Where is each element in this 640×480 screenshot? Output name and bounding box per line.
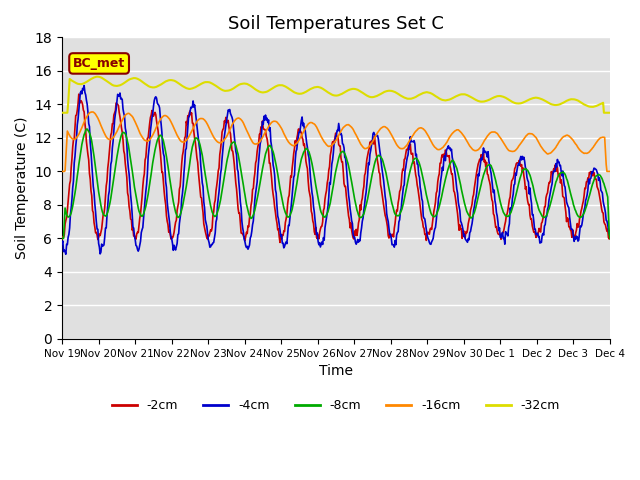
Text: BC_met: BC_met: [73, 57, 125, 70]
Title: Soil Temperatures Set C: Soil Temperatures Set C: [228, 15, 444, 33]
Y-axis label: Soil Temperature (C): Soil Temperature (C): [15, 117, 29, 259]
Legend: -2cm, -4cm, -8cm, -16cm, -32cm: -2cm, -4cm, -8cm, -16cm, -32cm: [107, 394, 565, 417]
X-axis label: Time: Time: [319, 364, 353, 378]
